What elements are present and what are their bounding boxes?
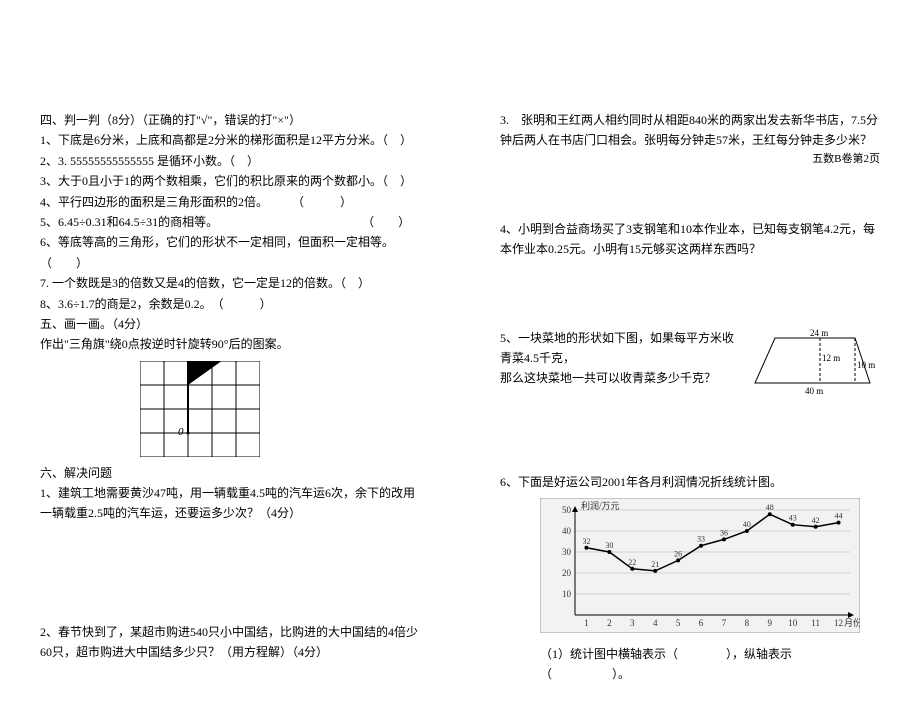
svg-text:10 m: 10 m [857,360,875,370]
svg-text:12: 12 [834,618,843,628]
q4-4: 4、平行四边形的面积是三角形面积的2倍。 （ ） [40,192,420,212]
svg-text:50: 50 [562,505,572,515]
svg-text:40: 40 [562,526,572,536]
left-column: 四、判一判（8分）（正确的打"√"，错误的打"×"） 1、下底是6分米，上底和高… [40,110,420,685]
q4-3: 3、大于0且小于1的两个数相乘，它们的积比原来的两个数都小。（ ） [40,171,420,191]
q3: 3. 张明和王红两人相约同时从相距840米的两家出发去新华书店，7.5分钟后两人… [500,110,880,151]
svg-text:43: 43 [789,514,797,523]
svg-text:利润/万元: 利润/万元 [581,500,620,511]
q6: 6、下面是好运公司2001年各月利润情况折线统计图。 [500,472,880,492]
svg-text:0: 0 [178,426,184,438]
svg-text:33: 33 [697,535,705,544]
q4-1: 1、下底是6分米，上底和高都是2分米的梯形面积是12平方分米。（ ） [40,130,420,150]
svg-text:11: 11 [811,618,820,628]
svg-text:30: 30 [605,541,613,550]
svg-text:10: 10 [562,589,572,599]
svg-text:40 m: 40 m [805,386,823,396]
q4-7: 7. 一个数既是3的倍数又是4的倍数，它一定是12的倍数。（ ） [40,273,420,293]
q4-8: 8、3.6÷1.7的商是2，余数是0.2。 （ ） [40,294,420,314]
section5-prompt: 作出"三角旗"绕0点按逆时针旋转90°后的图案。 [40,334,420,354]
q6-1: 1、建筑工地需要黄沙47吨，用一辆载重4.5吨的汽车运6次，余下的改用一辆载重2… [40,483,420,524]
q5-block: 24 m12 m10 m40 m 5、一块菜地的形状如下图，如果每平方米收青菜4… [500,328,880,404]
svg-text:月份: 月份 [844,617,860,628]
q4-2: 2、3. 55555555555555 是循环小数。（ ） [40,151,420,171]
svg-text:26: 26 [674,550,682,559]
svg-text:4: 4 [653,618,658,628]
section6-title: 六、解决问题 [40,463,420,483]
svg-text:21: 21 [651,560,659,569]
svg-text:20: 20 [562,568,572,578]
q4-5: 5、6.45÷0.31和64.5÷31的商相等。 （ ） [40,212,420,232]
chart-svg-icon: 1020304050123456789101112323022212633364… [540,498,860,633]
grid-svg-icon: 0 [140,361,260,457]
svg-text:48: 48 [766,504,774,513]
svg-text:9: 9 [768,618,773,628]
q6-2: 2、春节快到了，某超市购进540只小中国结，比购进的大中国结的4倍少60只，超市… [40,622,420,663]
svg-text:44: 44 [835,512,843,521]
svg-text:10: 10 [788,618,798,628]
svg-text:42: 42 [812,516,820,525]
svg-text:24 m: 24 m [810,328,828,338]
svg-text:5: 5 [676,618,681,628]
svg-text:32: 32 [582,537,590,546]
q4-6: 6、等底等高的三角形，它们的形状不一定相同，但面积一定相等。（ ） [40,232,420,273]
svg-text:1: 1 [584,618,589,628]
chart-figure: 1020304050123456789101112323022212633364… [540,498,880,639]
svg-text:40: 40 [743,520,751,529]
page-label: 五数B卷第2页 [812,150,880,166]
grid-figure: 0 [140,361,420,457]
section5-title: 五、画一画。（4分） [40,314,420,334]
svg-text:8: 8 [745,618,750,628]
svg-text:3: 3 [630,618,635,628]
svg-text:22: 22 [628,558,636,567]
svg-text:30: 30 [562,547,572,557]
section4-title: 四、判一判（8分）（正确的打"√"，错误的打"×"） [40,110,420,130]
svg-text:36: 36 [720,529,728,538]
svg-text:7: 7 [722,618,727,628]
svg-text:12 m: 12 m [822,353,840,363]
q4: 4、小明到合益商场买了3支钢笔和10本作业本，已知每支钢笔4.2元，每本作业本0… [500,219,880,260]
trapezoid-svg-icon: 24 m 12 m 10 m 40 m [750,328,880,398]
trapezoid-figure: 24 m 12 m 10 m 40 m [750,328,880,404]
right-column: 3. 张明和王红两人相约同时从相距840米的两家出发去新华书店，7.5分钟后两人… [500,110,880,685]
svg-text:6: 6 [699,618,704,628]
svg-text:2: 2 [607,618,612,628]
